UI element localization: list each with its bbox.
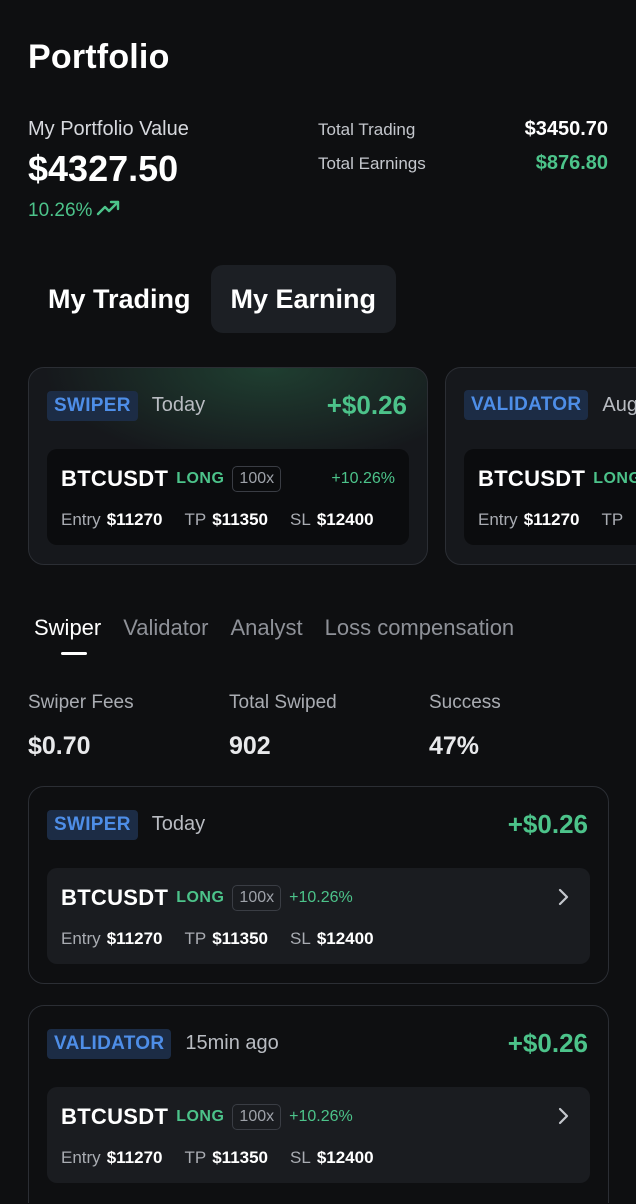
trading-pair: BTCUSDT (61, 466, 169, 491)
total-earnings-value: $876.80 (535, 152, 608, 174)
kpi-value: 47% (429, 732, 480, 760)
portfolio-change: 10.26% (28, 199, 122, 223)
trade-details: BTCUSDT LONG Entry $11270 TP (464, 449, 636, 545)
entry-value: $11270 (106, 929, 163, 948)
sl-value: $12400 (316, 929, 374, 948)
time-label: Today (151, 394, 206, 416)
time-label: Aug (602, 393, 636, 416)
leverage-badge: 100x (232, 466, 282, 492)
chevron-right-icon[interactable] (556, 886, 570, 908)
leverage-badge: 100x (232, 1104, 282, 1130)
leverage-badge: 100x (232, 885, 282, 911)
tp-value: $11350 (212, 1148, 269, 1167)
main-tabs: My Trading My Earning (28, 265, 397, 333)
tab-loss-compensation[interactable]: Loss compensation (324, 615, 515, 640)
entry-value: $11270 (523, 510, 580, 529)
tp-label: TP (184, 1148, 207, 1167)
sl-value: $12400 (316, 1148, 374, 1167)
carousel-card[interactable]: VALIDATOR Aug BTCUSDT LONG Entry $11270 T… (445, 367, 636, 565)
earning-amount: +$0.26 (326, 390, 407, 420)
tp-label: TP (601, 510, 624, 529)
earning-amount: +$0.26 (507, 1028, 588, 1058)
tab-validator[interactable]: Validator (123, 615, 209, 640)
entry-label: Entry (61, 929, 101, 948)
role-tabs: Swiper Validator Analyst Loss compensati… (34, 615, 594, 659)
position-side: LONG (176, 889, 225, 906)
type-badge: SWIPER (47, 390, 138, 421)
kpi-success: Success 47% (429, 692, 501, 761)
tab-my-trading[interactable]: My Trading (48, 284, 191, 314)
tab-analyst[interactable]: Analyst (230, 615, 303, 640)
type-badge: VALIDATOR (464, 390, 589, 420)
profit-percent: +10.26% (289, 889, 353, 906)
earning-carousel[interactable]: SWIPER Today +$0.26 BTCUSDT LONG 100x +1… (28, 367, 636, 565)
earning-list-item[interactable]: SWIPER Today +$0.26 BTCUSDT LONG 100x +1… (28, 786, 609, 984)
kpi-swiper-fees: Swiper Fees $0.70 (28, 692, 134, 761)
profit-percent: +10.26% (289, 1108, 353, 1125)
earning-amount: +$0.26 (507, 809, 588, 839)
total-trading-row: Total Trading $3450.70 (318, 118, 608, 141)
page-title: Portfolio (28, 38, 170, 76)
trading-pair: BTCUSDT (61, 1104, 169, 1129)
tp-label: TP (184, 510, 207, 529)
kpi-label: Success (429, 692, 501, 713)
type-badge: VALIDATOR (47, 1028, 172, 1059)
kpi-value: 902 (229, 732, 271, 760)
tp-label: TP (184, 929, 207, 948)
trade-details: BTCUSDT LONG 100x +10.26% Entry $11270 TP… (47, 449, 409, 545)
total-trading-label: Total Trading (318, 119, 416, 139)
time-label: Today (151, 813, 206, 835)
entry-label: Entry (61, 1148, 101, 1167)
position-side: LONG (593, 470, 636, 487)
time-label: 15min ago (185, 1032, 279, 1054)
entry-value: $11270 (106, 1148, 163, 1167)
trending-up-icon (96, 199, 122, 223)
portfolio-value: $4327.50 (28, 148, 179, 189)
tab-swiper[interactable]: Swiper (34, 615, 101, 659)
position-side: LONG (176, 1108, 225, 1125)
chevron-right-icon[interactable] (556, 1105, 570, 1127)
total-earnings-label: Total Earnings (318, 153, 426, 173)
entry-label: Entry (61, 510, 101, 529)
trading-pair: BTCUSDT (61, 885, 169, 910)
tp-value: $11350 (212, 510, 269, 529)
entry-value: $11270 (106, 510, 163, 529)
sl-label: SL (290, 510, 311, 529)
trade-details[interactable]: BTCUSDT LONG 100x +10.26% Entry $11270 TP… (47, 1087, 590, 1183)
sl-label: SL (290, 929, 311, 948)
trading-pair: BTCUSDT (478, 466, 586, 491)
kpi-total-swiped: Total Swiped 902 (229, 692, 337, 761)
sl-label: SL (290, 1148, 311, 1167)
kpi-label: Swiper Fees (28, 692, 134, 713)
total-trading-value: $3450.70 (524, 118, 608, 140)
position-side: LONG (176, 470, 225, 487)
tp-value: $11350 (212, 929, 269, 948)
profit-percent: +10.26% (331, 470, 395, 487)
earning-list-item[interactable]: VALIDATOR 15min ago +$0.26 BTCUSDT LONG … (28, 1005, 609, 1203)
kpi-label: Total Swiped (229, 692, 337, 713)
trade-details[interactable]: BTCUSDT LONG 100x +10.26% Entry $11270 TP… (47, 868, 590, 964)
carousel-card[interactable]: SWIPER Today +$0.26 BTCUSDT LONG 100x +1… (28, 367, 428, 565)
tab-my-earning[interactable]: My Earning (210, 265, 397, 333)
sl-value: $12400 (316, 510, 374, 529)
portfolio-change-value: 10.26% (28, 200, 93, 221)
kpi-value: $0.70 (28, 732, 91, 760)
total-earnings-row: Total Earnings $876.80 (318, 152, 608, 175)
portfolio-value-label: My Portfolio Value (28, 118, 189, 140)
type-badge: SWIPER (47, 809, 138, 840)
entry-label: Entry (478, 510, 518, 529)
